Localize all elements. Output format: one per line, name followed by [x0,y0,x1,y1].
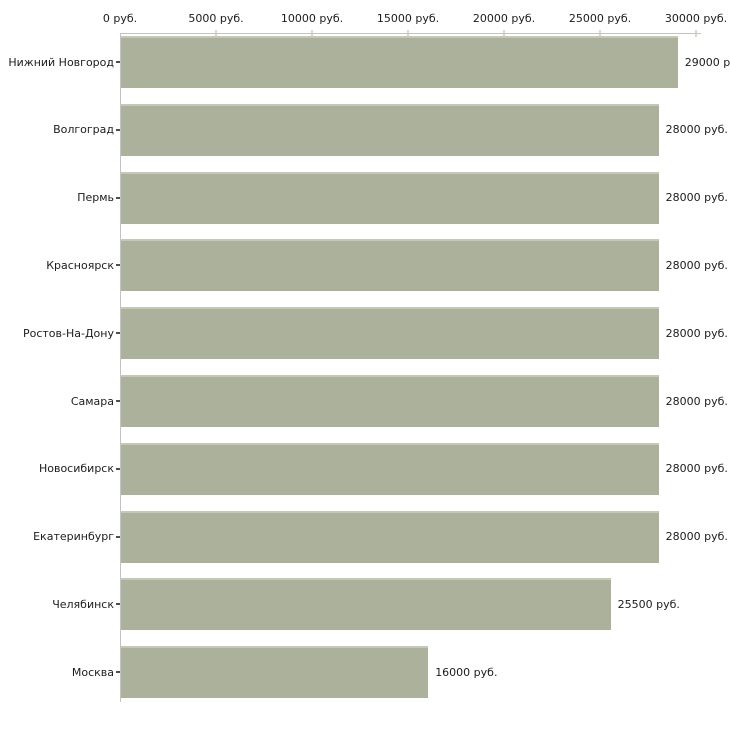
x-axis-tick-label: 15000 руб. [376,12,440,25]
category-tick [116,535,120,538]
x-axis-tick-label: 30000 руб. [664,12,728,25]
bar [121,442,659,495]
bar-row: Волгоград 28000 руб. [0,103,730,156]
category-label: Самара [70,394,114,408]
category-label: Екатеринбург [33,530,114,544]
category-label: Пермь [77,191,114,205]
category-tick [116,467,120,470]
category-label: Волгоград [53,123,114,137]
bar-row: Пермь 28000 руб. [0,171,730,224]
category-tick [116,264,120,267]
bar [121,510,659,563]
category-tick [116,603,120,606]
category-label: Нижний Новгород [8,55,114,69]
category-label: Красноярск [46,258,114,272]
x-axis-tick-label: 0 руб. [102,12,138,25]
category-tick [116,196,120,199]
value-label: 16000 руб. [435,665,498,679]
bar [121,36,678,88]
y-axis-line [120,33,121,702]
bar-row: Новосибирск 28000 руб. [0,442,730,495]
category-label: Челябинск [52,597,114,611]
category-tick [116,671,120,674]
category-tick [116,332,120,335]
value-label: 28000 руб. [665,394,728,408]
x-axis-tick-label: 5000 руб. [188,12,244,25]
value-label: 28000 руб. [665,191,728,205]
category-label: Новосибирск [38,462,114,476]
x-axis-tick-label: 20000 руб. [472,12,536,25]
category-tick [116,400,120,402]
bar [121,578,611,631]
bar-row: Нижний Новгород 29000 руб. [0,36,730,88]
category-label: Ростов-На-Дону [22,326,114,340]
bar [121,307,659,360]
x-axis-line [120,33,701,34]
value-label: 28000 руб. [665,530,728,544]
value-label: 25500 руб. [617,597,680,611]
bar [121,375,659,427]
value-label: 28000 руб. [665,258,728,272]
value-label: 28000 руб. [665,462,728,476]
x-axis-tick-label: 10000 руб. [280,12,344,25]
value-label: 28000 руб. [665,123,728,137]
bar [121,171,659,224]
bar [121,646,429,699]
category-tick [116,61,120,63]
category-tick [116,128,120,131]
bar-row: Ростов-На-Дону 28000 руб. [0,307,730,360]
bar-row: Самара 28000 руб. [0,375,730,427]
category-label: Москва [71,665,114,679]
bar [121,103,659,156]
x-axis-tick-label: 25000 руб. [568,12,632,25]
bar-row: Красноярск 28000 руб. [0,239,730,292]
value-label: 29000 руб. [684,55,730,69]
bar-row: Москва 16000 руб. [0,646,730,699]
bar-row: Челябинск 25500 руб. [0,578,730,631]
bar [121,239,659,292]
bar-row: Екатеринбург 28000 руб. [0,510,730,563]
value-label: 28000 руб. [665,326,728,340]
